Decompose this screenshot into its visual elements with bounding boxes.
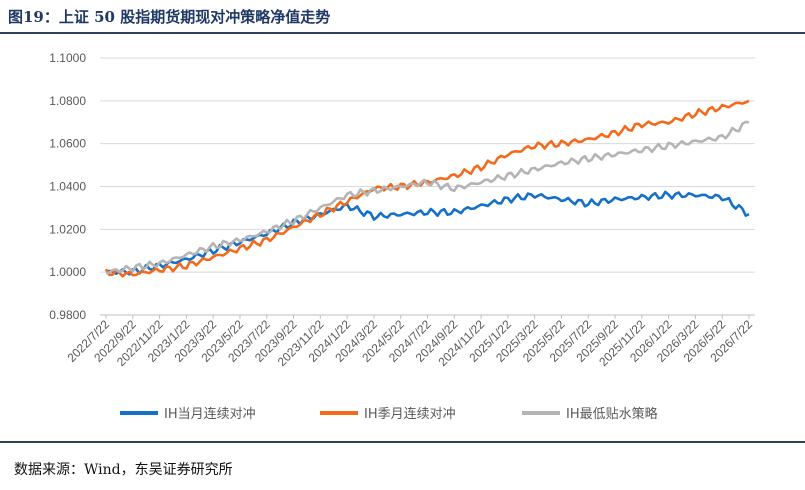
legend-label-3: IH最低贴水策略 (566, 406, 658, 422)
figure-title: 图19：上证 50 股指期货期现对冲策略净值走势 (8, 8, 331, 26)
source-note: 数据来源：Wind，东吴证券研究所 (14, 462, 233, 478)
y-tick-label: 1.0400 (49, 180, 86, 194)
series-lines (104, 99, 750, 278)
y-tick-label: 0.9800 (49, 308, 86, 322)
y-tick-label: 1.1000 (49, 51, 86, 65)
y-tick-label: 1.0600 (49, 137, 86, 151)
series-line-2 (104, 99, 750, 278)
y-tick-label: 1.0200 (49, 222, 86, 236)
title-rule (0, 32, 805, 34)
footer-rule (0, 441, 805, 443)
legend-label-1: IH当月连续对冲 (164, 406, 256, 422)
legend: IH当月连续对冲 IH季月连续对冲 IH最低贴水策略 (120, 406, 658, 422)
legend-label-2: IH季月连续对冲 (364, 406, 456, 422)
grid-lines (100, 57, 755, 316)
y-axis-ticks: 1.1000 1.0800 1.0600 1.0400 1.0200 1.0000 0.98… (49, 51, 86, 322)
line-chart: 1.1000 1.0800 1.0600 1.0400 1.0200 1.0000 0.98… (49, 51, 755, 422)
y-tick-label: 1.0800 (49, 94, 86, 108)
x-axis: 2022/7/222022/9/222022/11/222023/1/22202… (64, 314, 755, 369)
series-line-3 (105, 120, 750, 275)
y-tick-label: 1.0000 (49, 265, 86, 279)
series-line-1 (105, 190, 750, 276)
